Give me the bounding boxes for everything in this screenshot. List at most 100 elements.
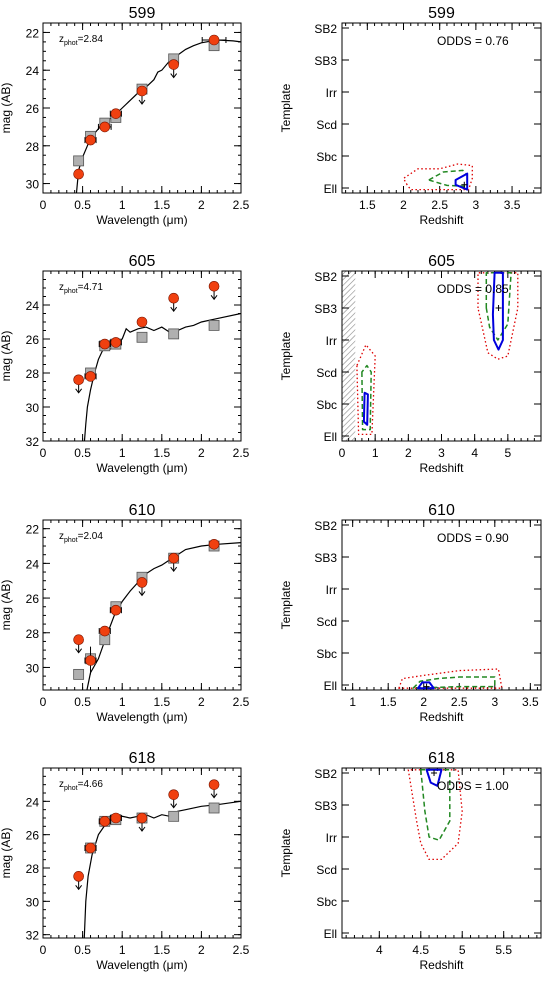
y-tick-label: 26 [26, 333, 40, 347]
y-axis-label: Template [279, 331, 293, 380]
upper-limit-arrowhead [138, 826, 146, 832]
x-tick-label: 0 [40, 198, 47, 212]
axis-frame [341, 270, 542, 442]
observed-flux-point [85, 842, 96, 854]
best-fit-marker [431, 770, 438, 776]
y-tick-label: SB3 [314, 799, 337, 813]
probability-contour-mid [428, 169, 468, 188]
model-flux-box [73, 668, 85, 680]
observed-flux-point [99, 625, 111, 637]
y-tick-label: 24 [26, 557, 40, 571]
x-axis-label: Redshift [419, 958, 464, 972]
y-axis-label: mag (AB) [0, 83, 13, 134]
x-tick-label: 1 [119, 943, 126, 957]
x-tick-label: 0 [40, 943, 47, 957]
x-axis-label: Wavelength (μm) [96, 710, 187, 724]
probability-contour-mid [420, 769, 451, 841]
odds-label: ODDS = 1.00 [437, 779, 509, 793]
y-tick-label: Ell [324, 182, 337, 196]
upper-limit-arrowhead [75, 885, 83, 891]
y-axis-label: Template [279, 828, 293, 877]
x-tick-label: 1.5 [153, 943, 170, 957]
y-tick-label: 26 [26, 592, 40, 606]
odds-label: ODDS = 0.90 [437, 531, 509, 545]
observed-flux-point [85, 134, 96, 146]
odds-label: ODDS = 0.76 [437, 34, 509, 48]
y-tick-label: Ell [324, 679, 337, 693]
observed-flux-point [73, 168, 84, 180]
panel-title: 599 [428, 5, 455, 22]
y-tick-label: 28 [26, 140, 40, 154]
x-tick-label: 5 [459, 943, 466, 957]
probability-contour-mid [485, 272, 512, 341]
x-tick-label: 0.5 [74, 695, 91, 709]
y-tick-label: SB2 [314, 519, 337, 533]
y-tick-label: 24 [26, 299, 40, 313]
sed-panel: 610 0 0.5 1 1.5 2 2.5 Wavelength (μm) 22 24 26 28 30… [0, 502, 250, 724]
probability-contour-inner [454, 172, 469, 191]
x-tick-label: 5 [504, 446, 511, 460]
plot-area [398, 668, 503, 690]
y-tick-label: 30 [26, 661, 40, 675]
y-tick-label: 24 [26, 64, 40, 78]
panel-title: 618 [129, 750, 156, 767]
y-axis-label: mag (AB) [0, 580, 13, 631]
model-flux-box [208, 802, 220, 814]
model-flux-box [168, 810, 180, 822]
axis-frame [42, 519, 242, 691]
plot-area [73, 280, 241, 441]
panel-title: 610 [129, 502, 156, 519]
zphot-annotation: zphot=2.04 [59, 531, 103, 544]
panel-title: 599 [129, 5, 156, 22]
upper-limit-arrowhead [170, 566, 178, 572]
zphot-annotation: zphot=4.66 [59, 779, 103, 792]
template-sed-curve [75, 39, 241, 193]
observed-flux-point [168, 292, 179, 304]
best-fit-marker [495, 305, 502, 311]
model-flux-box [168, 328, 180, 340]
pz-panel: 599 1.5 2 2.5 3 3.5 Redshift Ell Sbc Scd Irr SB3 SB2… [279, 5, 542, 227]
upper-limit-arrowhead [138, 591, 146, 597]
y-tick-label: Irr [326, 831, 337, 845]
y-tick-label: 32 [26, 929, 40, 943]
observed-flux-point [208, 280, 220, 292]
sed-panel: 605 0 0.5 1 1.5 2 2.5 Wavelength (μm) 24 26 28 30 32… [0, 253, 250, 475]
x-tick-label: 0.5 [74, 198, 91, 212]
y-tick-label: SB2 [314, 22, 337, 36]
observed-flux-point [99, 816, 111, 827]
x-tick-label: 2 [405, 446, 412, 460]
probability-contour-inner [417, 681, 435, 690]
observed-flux-point [73, 871, 84, 882]
y-tick-label: 32 [26, 435, 40, 449]
x-axis-label: Wavelength (μm) [96, 958, 187, 972]
y-tick-label: Sbc [316, 895, 337, 909]
y-tick-label: Scd [316, 366, 337, 380]
x-axis-label: Redshift [419, 710, 464, 724]
x-axis-label: Wavelength (μm) [96, 461, 187, 475]
y-tick-label: Scd [316, 863, 337, 877]
observed-flux-point [99, 121, 111, 133]
y-tick-label: Ell [324, 430, 337, 444]
x-tick-label: 1.5 [359, 198, 376, 212]
x-tick-label: 2 [198, 943, 205, 957]
x-tick-label: 0.5 [74, 943, 91, 957]
plot-area [73, 538, 241, 690]
y-axis-label: mag (AB) [0, 331, 13, 382]
probability-contour-outer [398, 668, 503, 689]
observed-flux-point [208, 34, 220, 46]
observed-flux-point [73, 374, 84, 386]
observed-flux-point [110, 812, 122, 824]
probability-contour-inner [425, 768, 443, 787]
best-fit-marker [461, 181, 468, 188]
axis-frame [42, 767, 242, 939]
y-tick-label: Irr [326, 334, 337, 348]
y-tick-label: Ell [324, 927, 337, 941]
x-tick-label: 1.5 [153, 198, 170, 212]
y-axis-label: Template [279, 580, 293, 629]
observed-flux-point [99, 338, 111, 350]
upper-limit-arrowhead [210, 793, 218, 799]
x-tick-label: 2.5 [431, 198, 448, 212]
y-tick-label: 26 [26, 829, 40, 843]
upper-limit-arrowhead [75, 388, 83, 394]
